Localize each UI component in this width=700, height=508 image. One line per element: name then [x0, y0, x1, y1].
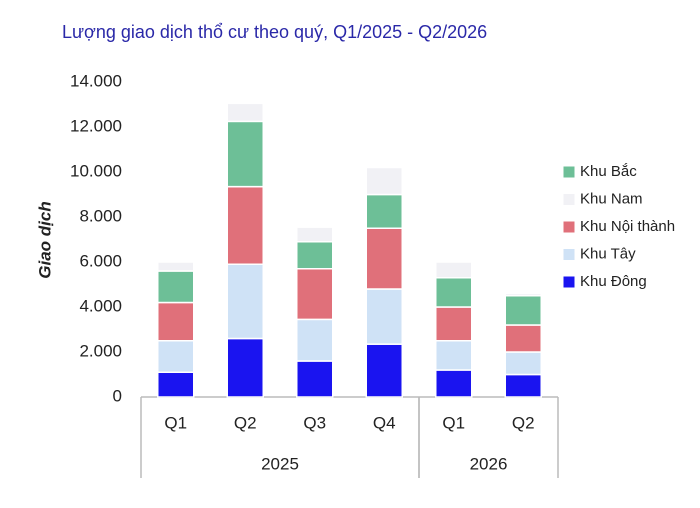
group-label: 2025: [261, 454, 299, 473]
y-tick-label: 8.000: [79, 206, 122, 225]
bar-segment: [435, 306, 473, 342]
bar-segment: [296, 360, 334, 398]
bar-segment: [296, 241, 334, 270]
legend-label: Khu Bắc: [580, 163, 637, 180]
bar-segment: [365, 343, 403, 398]
bar-segment: [226, 185, 264, 265]
bar-segment: [226, 263, 264, 340]
y-tick-label: 0: [113, 386, 122, 405]
bar-segment: [435, 261, 473, 279]
bar-segment: [296, 226, 334, 243]
y-tick-label: 10.000: [70, 161, 122, 180]
x-tick-label: Q2: [234, 413, 257, 432]
group-label: 2026: [470, 454, 508, 473]
bar-segment: [365, 288, 403, 345]
y-tick-label: 2.000: [79, 341, 122, 360]
legend-swatch: [562, 275, 576, 289]
bar-segment: [226, 102, 264, 123]
legend-label: Khu Tây: [580, 245, 636, 262]
bar-segment: [365, 166, 403, 196]
bar-segment: [365, 193, 403, 229]
bar-segment: [504, 295, 542, 326]
chart-title: Lượng giao dịch thổ cư theo quý, Q1/2025…: [62, 22, 487, 42]
x-tick-label: Q4: [373, 413, 396, 432]
legend-label: Khu Đông: [580, 273, 647, 290]
bar-segment: [157, 371, 195, 398]
bar-segment: [157, 270, 195, 304]
bar-segment: [296, 318, 334, 362]
bar-segment: [504, 373, 542, 398]
bar-segment: [157, 340, 195, 373]
bar-segment: [504, 292, 542, 297]
y-tick-label: 14.000: [70, 71, 122, 90]
y-tick-label: 12.000: [70, 116, 122, 135]
x-tick-label: Q1: [164, 413, 187, 432]
bar-segment: [365, 227, 403, 290]
x-tick-label: Q1: [442, 413, 465, 432]
y-axis-label: Giao dịch: [35, 201, 54, 278]
legend-swatch: [562, 165, 576, 179]
bar-segment: [296, 268, 334, 321]
bar-segment: [504, 324, 542, 353]
x-tick-label: Q3: [303, 413, 326, 432]
legend-label: Khu Nội thành: [580, 218, 675, 235]
bar-segment: [157, 261, 195, 272]
legend-label: Khu Nam: [580, 190, 643, 207]
x-tick-label: Q2: [512, 413, 535, 432]
y-tick-label: 6.000: [79, 251, 122, 270]
bar-segment: [157, 301, 195, 342]
legend-swatch: [562, 193, 576, 206]
y-tick-label: 4.000: [79, 296, 122, 315]
legend-swatch: [562, 248, 576, 261]
bar-segment: [435, 277, 473, 308]
bar-segment: [226, 337, 264, 398]
bar-segment: [435, 369, 473, 398]
legend-swatch: [562, 220, 576, 234]
bar-segment: [435, 340, 473, 371]
bar-segment: [504, 351, 542, 376]
bar-segment: [226, 120, 264, 188]
